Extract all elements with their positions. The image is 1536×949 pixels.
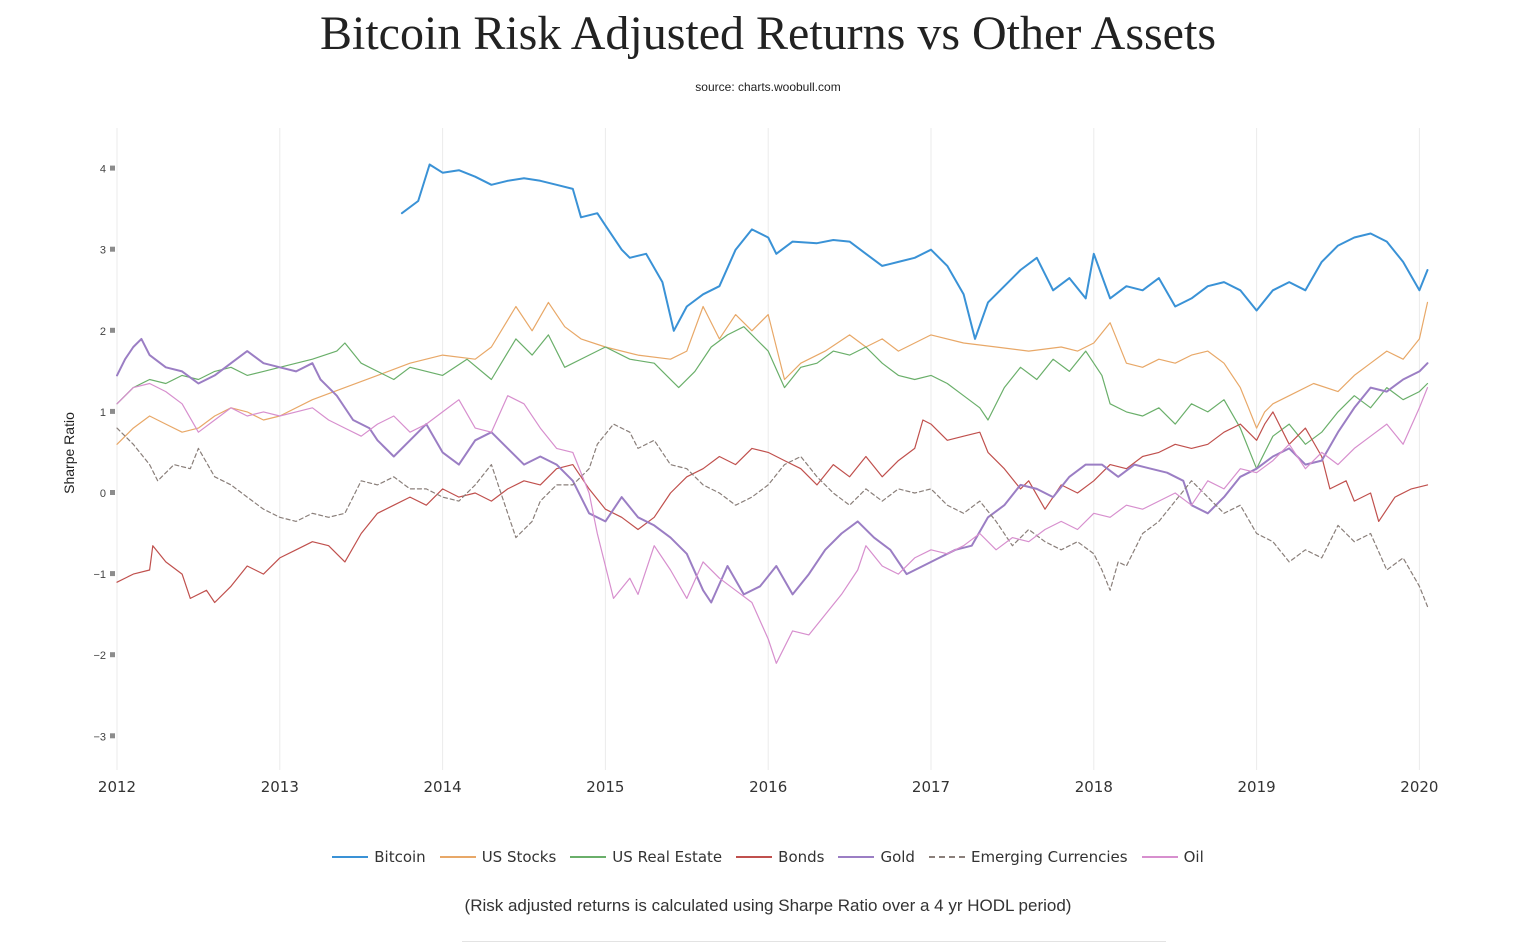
y-tick-label: −2 [93, 650, 106, 662]
legend-swatch-us-real-estate [570, 856, 607, 858]
x-tick-label-2013: 2013 [261, 778, 299, 796]
y-tick-marker [110, 571, 115, 577]
y-axis-label: Sharpe Ratio [61, 412, 77, 494]
methodology-note: (Risk adjusted returns is calculated usi… [464, 896, 1072, 915]
y-tick-label: 1 [100, 407, 106, 419]
legend-swatch-emerging-currencies [928, 856, 965, 858]
series-line-us-real-estate [116, 326, 1429, 470]
y-tick-marker [110, 652, 115, 658]
x-tick-label-2014: 2014 [424, 778, 462, 796]
legend-label-bitcoin: Bitcoin [374, 848, 426, 866]
y-tick-marker [110, 165, 115, 171]
footer-divider [462, 941, 1166, 942]
y-tick-label: 4 [100, 164, 106, 176]
y-tick-label: 0 [100, 488, 106, 500]
legend-item-us-real-estate[interactable]: US Real Estate [570, 848, 722, 866]
x-tick-label-2019: 2019 [1238, 778, 1276, 796]
y-tick-marker [110, 490, 115, 495]
y-tick-label: −1 [93, 569, 106, 581]
legend-label-gold: Gold [880, 848, 915, 866]
legend-label-emerging-currencies: Emerging Currencies [970, 848, 1128, 866]
x-tick-label-2018: 2018 [1075, 778, 1113, 796]
legend-swatch-bitcoin [332, 856, 369, 858]
legend-label-oil: Oil [1183, 848, 1204, 866]
y-tick-marker [110, 327, 115, 333]
legend-label-us-stocks: US Stocks [481, 848, 557, 866]
y-tick-label: 3 [100, 245, 106, 257]
legend-label-bonds: Bonds [778, 848, 825, 866]
y-tick-marker [110, 408, 115, 414]
x-tick-label-2016: 2016 [749, 778, 787, 796]
x-tick-label-2017: 2017 [912, 778, 950, 796]
y-tick-label: −3 [93, 731, 106, 743]
series-line-bitcoin [400, 163, 1429, 340]
legend-item-gold[interactable]: Gold [838, 848, 915, 866]
sharpe-ratio-line-chart: 4 3 2 1 0 −1 −2 −3 2012 2013 2014 2015 2016 2017 2018… [61, 128, 1439, 796]
legend-swatch-gold [838, 856, 875, 858]
vertical-gridlines [116, 128, 1420, 770]
legend-label-us-real-estate: US Real Estate [612, 848, 723, 866]
legend-item-bonds[interactable]: Bonds [736, 848, 824, 866]
y-tick-marker [110, 246, 115, 252]
series-line-gold [116, 337, 1429, 604]
series-line-us-stocks [116, 301, 1429, 445]
x-tick-label-2020: 2020 [1400, 778, 1438, 796]
x-axis-ticks: 2012 2013 2014 2015 2016 2017 2018 2019 2020 [98, 778, 1439, 796]
series-line-emerging-currencies [116, 423, 1429, 608]
legend-item-oil[interactable]: Oil [1141, 848, 1204, 866]
series-lines [116, 163, 1429, 664]
x-tick-label-2015: 2015 [586, 778, 624, 796]
y-axis-ticks: 4 3 2 1 0 −1 −2 −3 [93, 164, 115, 743]
legend-item-bitcoin[interactable]: Bitcoin [332, 848, 426, 866]
legend-item-emerging-currencies[interactable]: Emerging Currencies [928, 848, 1128, 866]
series-line-oil [116, 382, 1429, 664]
legend-swatch-bonds [736, 856, 773, 858]
chart-title: Bitcoin Risk Adjusted Returns vs Other A… [319, 7, 1216, 60]
legend-swatch-us-stocks [439, 856, 476, 858]
chart-subtitle: source: charts.woobull.com [695, 80, 841, 94]
chart-legend: Bitcoin US Stocks US Real Estate Bonds Gold E… [0, 848, 1536, 866]
y-tick-label: 2 [100, 326, 106, 338]
x-tick-label-2012: 2012 [98, 778, 136, 796]
legend-swatch-oil [1141, 856, 1178, 858]
y-tick-marker [110, 733, 115, 739]
legend-item-us-stocks[interactable]: US Stocks [439, 848, 557, 866]
series-line-bonds [116, 411, 1429, 604]
